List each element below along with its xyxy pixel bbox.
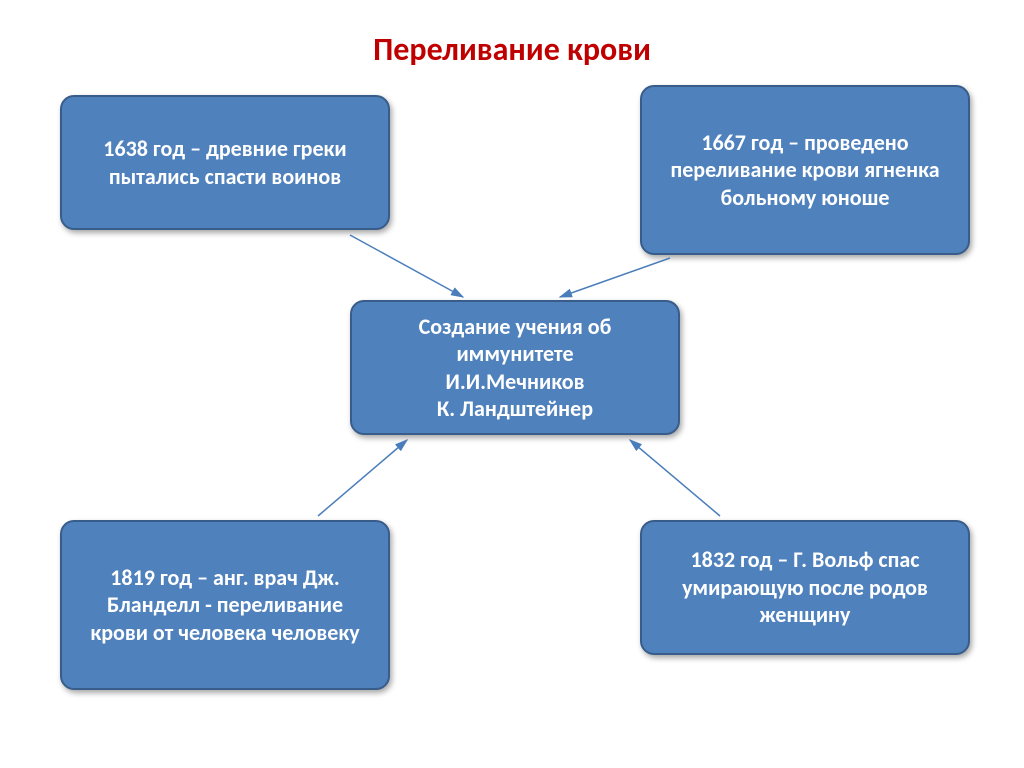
node-1832-wolf: 1832 год – Г. Вольф спас умирающую после… (640, 520, 970, 655)
node-1667-lamb: 1667 год – проведено переливание крови я… (640, 85, 970, 255)
edge-top_left-to-center (350, 235, 463, 297)
node-1638-greeks: 1638 год – древние греки пытались спасти… (60, 95, 390, 230)
node-center-immunology: Создание учения об иммунитете И.И.Мечник… (350, 300, 680, 435)
node-1819-blundell: 1819 год – анг. врач Дж. Бланделл - пере… (60, 520, 390, 690)
page-title: Переливание крови (0, 30, 1024, 69)
edge-top_right-to-center (560, 258, 670, 297)
edge-bottom_left-to-center (318, 440, 407, 516)
edge-bottom_right-to-center (630, 440, 720, 516)
